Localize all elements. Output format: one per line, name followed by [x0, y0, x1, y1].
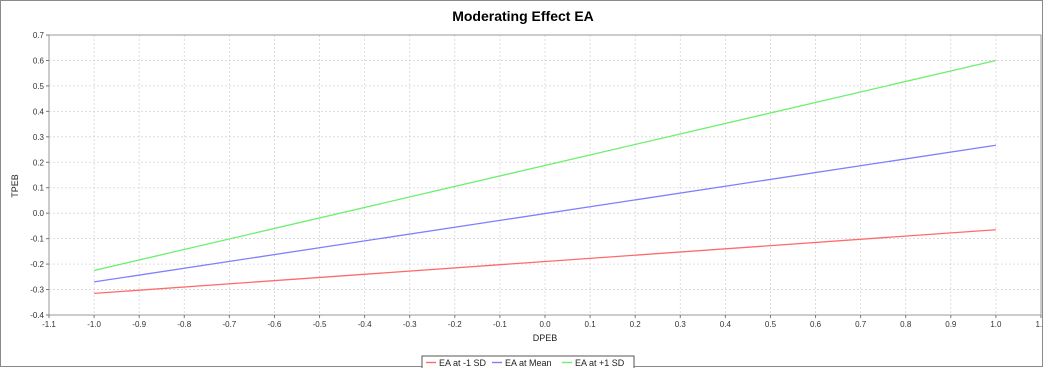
- x-tick-label: 0.7: [855, 320, 867, 329]
- x-tick-label: 1.1: [1035, 320, 1043, 329]
- y-tick-label: -0.3: [30, 286, 44, 295]
- series-line-3: [93, 59, 997, 272]
- y-tick-label: 0.2: [33, 158, 45, 167]
- y-tick-label: 0.0: [33, 209, 45, 218]
- chart-title: Moderating Effect EA: [452, 8, 594, 24]
- legend-box: [421, 355, 635, 368]
- legend-label: EA at Mean: [505, 358, 552, 368]
- x-tick-label: -0.7: [222, 320, 236, 329]
- axis-ticks: -1.1 -1.0 -0.9 -0.8 -0.7 -0.6 -0.5 -0.4 -0.3 -0.2…: [30, 31, 1043, 329]
- grid: [48, 34, 1042, 316]
- x-tick-label: -1.1: [42, 320, 56, 329]
- x-tick-label: -0.9: [132, 320, 146, 329]
- x-tick-label: 0.1: [585, 320, 597, 329]
- y-tick-label: 0.4: [33, 107, 45, 116]
- x-tick-label: -0.2: [448, 320, 462, 329]
- x-tick-label: 0.3: [675, 320, 687, 329]
- x-tick-label: 0.0: [539, 320, 551, 329]
- x-tick-label: -0.5: [313, 320, 327, 329]
- series-line-1: [94, 229, 996, 295]
- series-lines: [93, 59, 997, 295]
- x-tick-label: 0.8: [900, 320, 912, 329]
- y-tick-label: 0.6: [33, 56, 45, 65]
- y-axis-title: TPEB: [10, 174, 20, 198]
- x-tick-label: -1.0: [87, 320, 101, 329]
- x-tick-label: 0.2: [630, 320, 642, 329]
- x-tick-label: 0.6: [810, 320, 822, 329]
- legend: EA at -1 SD EA at Mean EA at +1 SD: [421, 355, 635, 368]
- legend-label: EA at -1 SD: [439, 358, 487, 368]
- x-tick-label: 0.5: [765, 320, 777, 329]
- y-tick-label: -0.4: [30, 311, 44, 320]
- x-tick-label: -0.1: [493, 320, 507, 329]
- x-tick-label: 1.0: [990, 320, 1002, 329]
- x-tick-label: 0.4: [720, 320, 732, 329]
- x-tick-label: -0.3: [403, 320, 417, 329]
- y-tick-label: -0.2: [30, 260, 44, 269]
- x-axis-title: DPEB: [533, 333, 558, 343]
- legend-label: EA at +1 SD: [575, 358, 625, 368]
- y-tick-label: 0.7: [33, 31, 45, 40]
- y-tick-label: 0.5: [33, 82, 45, 91]
- x-tick-label: 0.9: [945, 320, 957, 329]
- series-line-2: [93, 144, 997, 283]
- y-tick-label: -0.1: [30, 235, 44, 244]
- x-tick-label: -0.4: [358, 320, 372, 329]
- y-tick-label: 0.3: [33, 133, 45, 142]
- x-tick-label: -0.6: [268, 320, 282, 329]
- y-tick-label: 0.1: [33, 184, 45, 193]
- x-tick-label: -0.8: [177, 320, 191, 329]
